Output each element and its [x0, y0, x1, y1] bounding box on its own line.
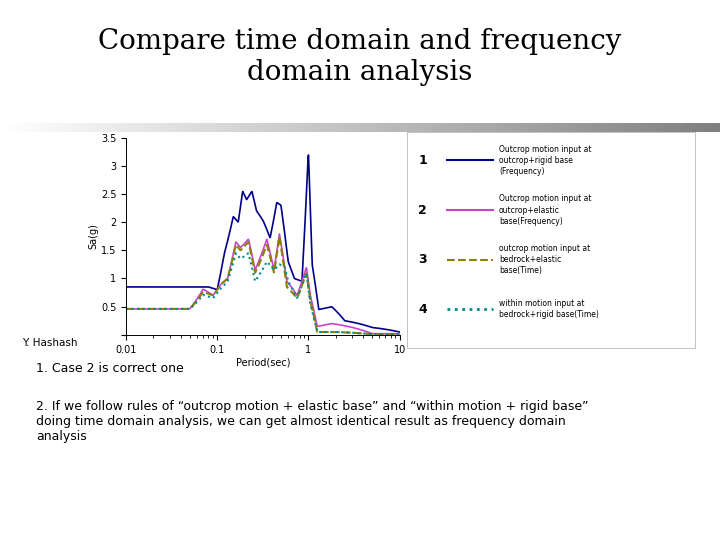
Text: Compare time domain and frequency
domain analysis: Compare time domain and frequency domain…	[99, 28, 621, 86]
Text: Outcrop motion input at
outcrop+rigid base
(Frequency): Outcrop motion input at outcrop+rigid ba…	[499, 145, 591, 176]
Text: Outcrop motion input at
outcrop+elastic
base(Frequency): Outcrop motion input at outcrop+elastic …	[499, 194, 591, 226]
Text: 2. If we follow rules of “outcrop motion + elastic base” and “within motion + ri: 2. If we follow rules of “outcrop motion…	[36, 400, 588, 443]
Text: 2: 2	[418, 204, 427, 217]
X-axis label: Period(sec): Period(sec)	[235, 357, 290, 367]
Text: 1: 1	[418, 154, 427, 167]
Text: 4: 4	[418, 303, 427, 316]
Text: 3: 3	[418, 253, 427, 266]
Text: Y. Hashash: Y. Hashash	[22, 338, 77, 348]
Text: 1. Case 2 is correct one: 1. Case 2 is correct one	[36, 362, 184, 375]
Text: within motion input at
bedrock+rigid base(Time): within motion input at bedrock+rigid bas…	[499, 299, 599, 320]
Text: outcrop motion input at
bedrock+elastic
base(Time): outcrop motion input at bedrock+elastic …	[499, 244, 590, 275]
Y-axis label: Sa(g): Sa(g)	[88, 224, 98, 249]
